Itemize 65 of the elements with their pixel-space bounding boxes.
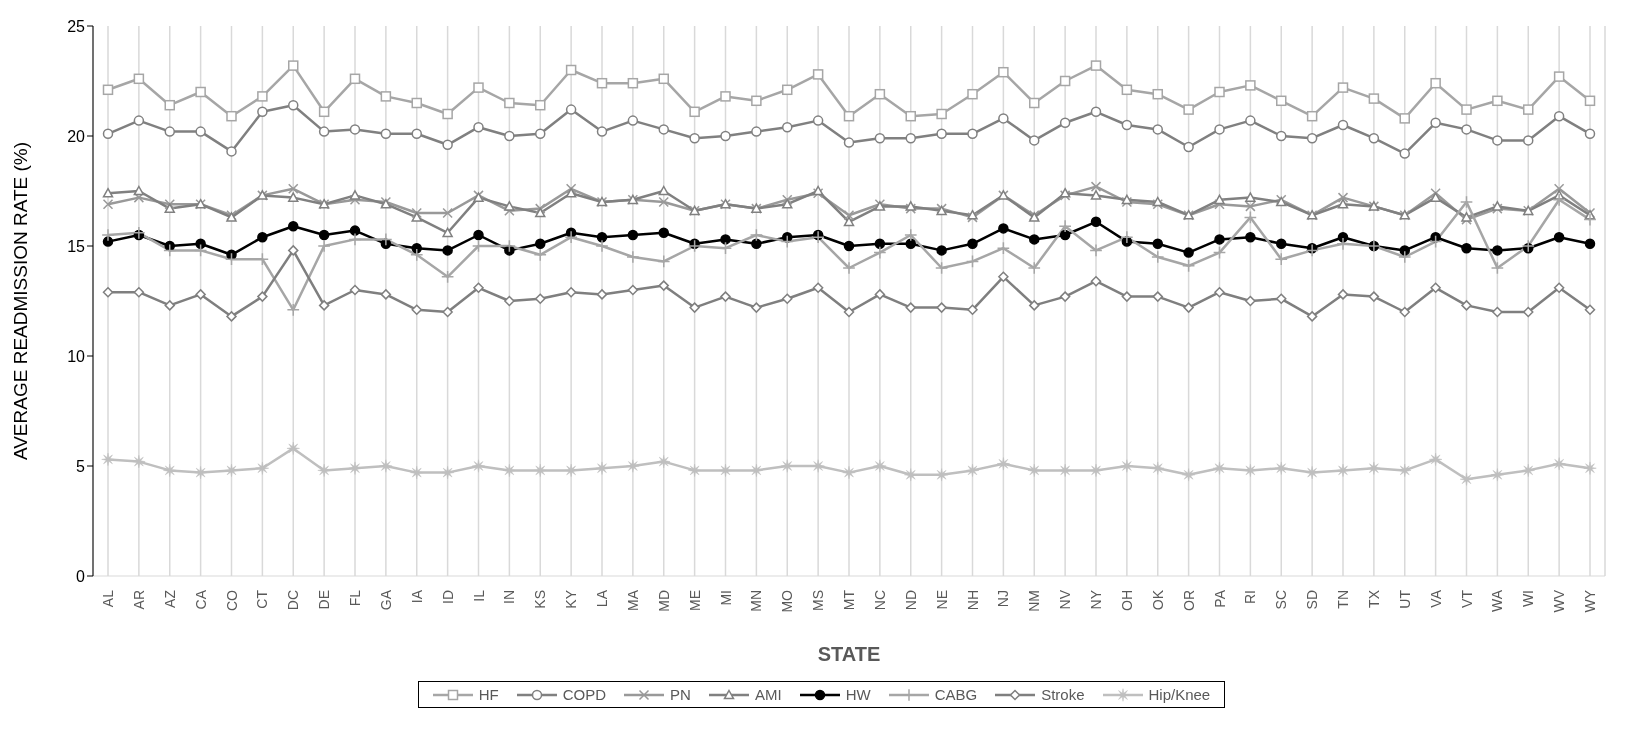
x-tick-label: CO (223, 589, 240, 611)
legend-label: PN (669, 686, 691, 703)
x-tick-label: MS (810, 590, 827, 611)
legend-label: HF (477, 686, 499, 703)
x-tick-label: CT (254, 589, 271, 609)
x-tick-label: OH (1118, 590, 1135, 611)
x-tick-label: MI (717, 590, 734, 606)
x-tick-label: OR (1180, 590, 1197, 611)
x-tick-label: AL (100, 589, 116, 608)
x-tick-label: NH (964, 590, 981, 611)
x-tick-label: OK (1149, 589, 1166, 611)
x-tick-label: DE (316, 590, 333, 610)
legend-label: Hip/Knee (1147, 686, 1211, 703)
x-tick-label: UT (1396, 589, 1413, 609)
y-axis-title: AVERAGE READMISSION RATE (%) (9, 141, 31, 461)
x-tick-label: VA (1427, 589, 1444, 608)
x-tick-label: MN (748, 590, 765, 612)
y-tick-label: 5 (76, 457, 86, 475)
x-tick-label: ME (686, 590, 703, 611)
x-tick-label: SC (1273, 590, 1290, 610)
x-axis-title: STATE (817, 643, 881, 665)
x-tick-label: NM (1026, 590, 1043, 612)
legend-label: CABG (933, 686, 978, 703)
x-tick-label: KY (563, 589, 580, 609)
x-tick-label: MA (624, 589, 641, 611)
x-tick-label: VT (1458, 589, 1475, 608)
legend-label: HW (844, 686, 871, 703)
x-tick-label: LA (594, 589, 610, 608)
y-tick-label: 15 (67, 237, 86, 255)
x-tick-label: WI (1520, 590, 1537, 608)
x-tick-label: WY (1582, 589, 1598, 613)
x-tick-label: WV (1551, 589, 1568, 613)
x-tick-label: IA (408, 589, 425, 604)
x-tick-label: IN (501, 590, 518, 604)
x-tick-label: RI (1242, 590, 1259, 604)
x-tick-label: SD (1304, 590, 1321, 610)
x-tick-label: AZ (161, 589, 178, 608)
x-tick-label: KS (532, 590, 549, 609)
y-tick-label: 0 (76, 567, 86, 585)
legend-label: COPD (561, 686, 607, 703)
x-tick-label: MD (655, 590, 672, 612)
x-tick-label: GA (377, 589, 394, 611)
x-tick-label: NE (933, 590, 950, 610)
x-tick-label: ND (902, 590, 919, 611)
y-tick-label: 10 (67, 347, 86, 365)
x-tick-label: TX (1365, 589, 1382, 608)
x-tick-label: MO (779, 589, 796, 613)
x-tick-label: NV (1057, 589, 1074, 610)
x-tick-label: NJ (995, 590, 1012, 608)
x-tick-label: NC (871, 590, 888, 611)
y-tick-label: 25 (67, 17, 86, 35)
x-tick-label: WA (1489, 589, 1506, 613)
x-tick-label: MT (841, 589, 857, 611)
legend-label: Stroke (1040, 686, 1085, 703)
x-tick-label: FL (347, 589, 363, 607)
x-tick-label: CA (192, 589, 209, 610)
x-tick-label: TN (1335, 590, 1351, 609)
x-tick-label: AR (130, 590, 147, 610)
y-tick-label: 20 (67, 127, 86, 145)
x-tick-label: ID (439, 590, 456, 604)
x-tick-label: PA (1211, 589, 1228, 608)
legend-label: AMI (753, 686, 782, 703)
x-tick-label: IL (470, 589, 487, 602)
x-tick-label: DC (285, 590, 302, 611)
x-tick-label: NY (1088, 589, 1104, 610)
